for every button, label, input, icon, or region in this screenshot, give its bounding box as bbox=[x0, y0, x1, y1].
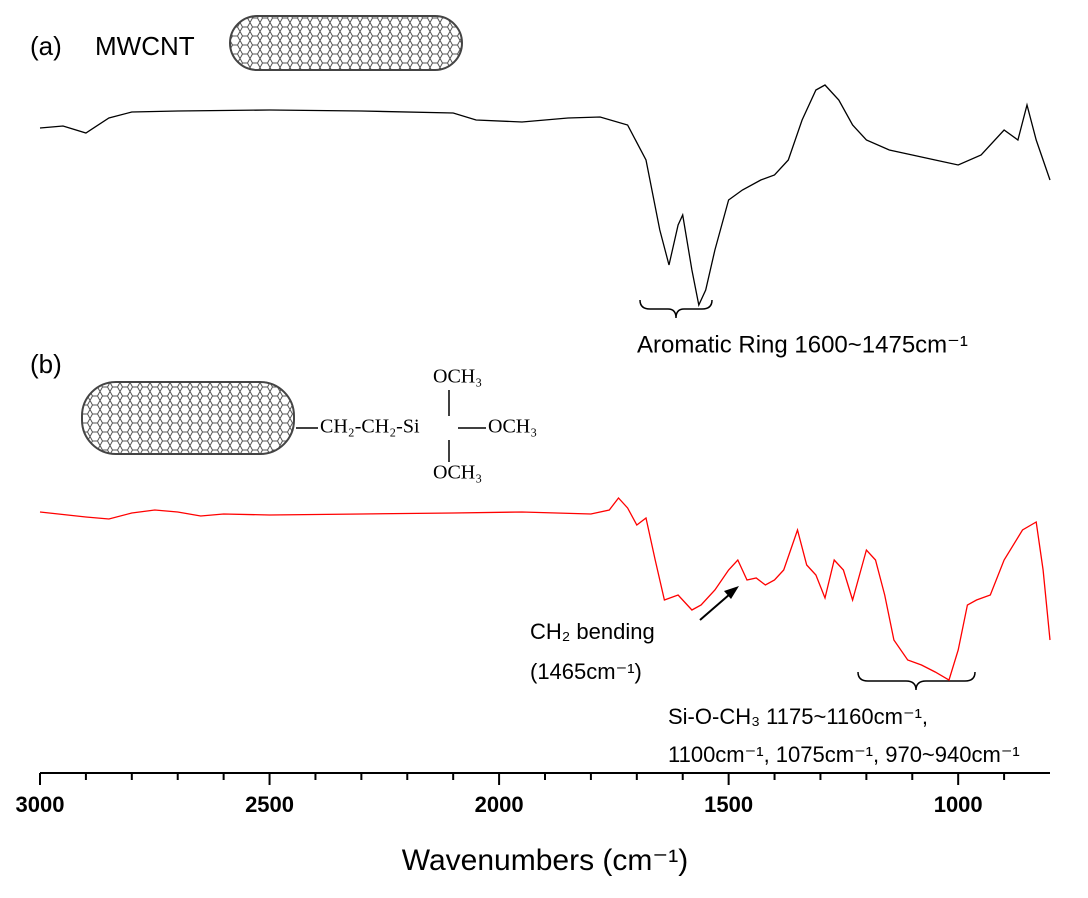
annotation: 1100cm⁻¹, 1075cm⁻¹, 970~940cm⁻¹ bbox=[668, 742, 1020, 767]
structure-label: OCH₃ bbox=[433, 462, 482, 484]
annotation: CH₂ bending bbox=[530, 619, 655, 644]
brace bbox=[857, 671, 976, 691]
panel-label: (a) bbox=[30, 31, 62, 61]
spectrum-line bbox=[39, 496, 1051, 681]
annotation: Aromatic Ring 1600~1475cm⁻¹ bbox=[637, 331, 968, 358]
arrow-head bbox=[724, 586, 739, 599]
structure-label: OCH₃ bbox=[433, 366, 482, 388]
sample-label: MWCNT bbox=[95, 31, 195, 61]
x-axis-title: Wavenumbers (cm⁻¹) bbox=[402, 844, 688, 877]
spectrum-line bbox=[39, 84, 1051, 308]
annotation: Si-O-CH₃ 1175~1160cm⁻¹, bbox=[668, 704, 928, 729]
nanotube-b bbox=[81, 381, 295, 455]
structure-label: OCH₃ bbox=[488, 416, 537, 438]
x-tick-label: 1000 bbox=[934, 792, 983, 817]
x-tick-label: 3000 bbox=[16, 792, 65, 817]
nanotube-a bbox=[229, 15, 463, 71]
x-tick-label: 2000 bbox=[475, 792, 524, 817]
panel-label: (b) bbox=[30, 349, 62, 379]
x-tick-label: 2500 bbox=[245, 792, 294, 817]
arrow bbox=[699, 593, 731, 621]
annotation: (1465cm⁻¹) bbox=[530, 659, 642, 684]
structure-label: CH₂-CH₂-Si bbox=[320, 416, 420, 438]
x-tick-label: 1500 bbox=[704, 792, 753, 817]
brace bbox=[639, 299, 713, 319]
